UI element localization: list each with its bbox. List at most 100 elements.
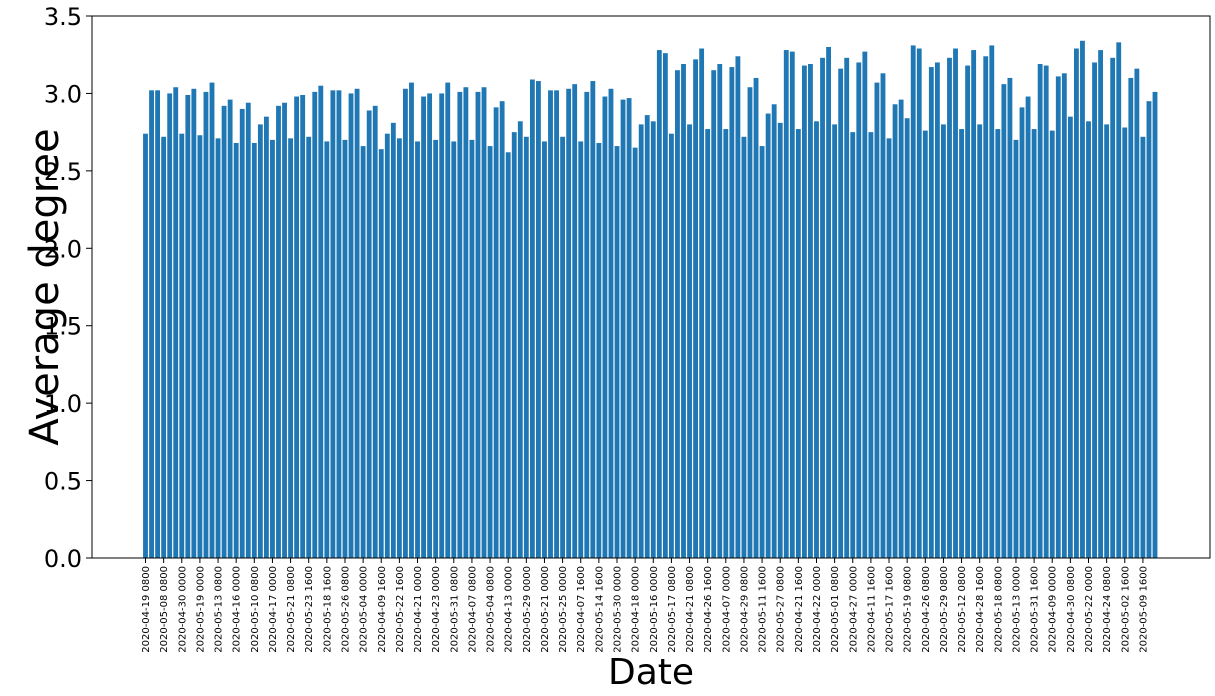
bar (257, 124, 263, 559)
bar (977, 124, 983, 559)
bar (251, 142, 257, 559)
bar (155, 90, 161, 558)
bar (1037, 64, 1043, 558)
bar (1067, 116, 1073, 558)
x-tick-label: 2020-05-10 0800 (250, 566, 261, 653)
x-tick-label: 2020-04-26 0800 (921, 566, 932, 653)
bar (505, 152, 511, 558)
x-tick-label: 2020-05-04 0000 (359, 566, 370, 653)
bar (560, 136, 566, 559)
bar (403, 88, 408, 558)
x-tick-label: 2020-05-23 1600 (304, 566, 315, 653)
bar (989, 45, 995, 559)
bar (439, 93, 445, 559)
bar (366, 110, 372, 559)
bar (487, 146, 493, 558)
bar (270, 139, 275, 558)
plot-frame (91, 15, 1211, 559)
bar (1043, 65, 1049, 559)
x-tick-label: 2020-04-19 0800 (141, 566, 152, 653)
x-tick-label: 2020-05-19 0000 (195, 566, 206, 653)
bar (632, 147, 638, 558)
x-tick-label: 2020-05-30 0000 (613, 566, 624, 653)
bar (947, 57, 952, 559)
bar (511, 132, 517, 558)
bar (1031, 129, 1037, 559)
bar (306, 136, 312, 559)
x-tick-label: 2020-04-27 0000 (848, 566, 859, 653)
bar (1007, 77, 1013, 558)
bar (390, 122, 396, 558)
bar (1104, 124, 1110, 559)
x-tick-label: 2020-04-21 0000 (413, 566, 424, 653)
bar (699, 48, 705, 559)
y-tick-label: 3.0 (44, 80, 82, 108)
bar (898, 99, 904, 559)
x-tick-label: 2020-05-12 0800 (957, 566, 968, 653)
bar (759, 146, 765, 558)
y-tick-label: 2.5 (44, 158, 82, 186)
bar (983, 56, 989, 558)
bar (771, 104, 777, 559)
bar (723, 129, 729, 559)
bar (656, 50, 662, 558)
bar (300, 94, 306, 558)
bar (185, 94, 191, 558)
bar (868, 132, 874, 558)
x-tick-label: 2020-04-30 0000 (177, 566, 188, 653)
bar (197, 135, 203, 559)
y-tick-label: 1.5 (44, 313, 82, 341)
bar (934, 62, 940, 559)
bar (324, 141, 330, 558)
bar (783, 50, 789, 558)
x-tick-label: 2020-05-22 1600 (395, 566, 406, 653)
x-tick-label: 2020-05-09 1600 (1138, 566, 1149, 653)
x-tick-label: 2020-05-29 0000 (522, 566, 533, 653)
x-tick-label: 2020-05-08 0800 (159, 566, 170, 653)
x-tick-label: 2020-04-28 1600 (975, 566, 986, 653)
bar (814, 121, 819, 559)
bar (1049, 130, 1055, 558)
bar (1134, 68, 1140, 559)
bar (554, 90, 559, 558)
bar (415, 141, 420, 558)
bar (638, 124, 644, 559)
bar (596, 142, 602, 559)
x-tick-label: 2020-04-23 0000 (431, 566, 442, 653)
bar (662, 53, 668, 559)
x-tick-label: 2020-04-17 0000 (268, 566, 279, 653)
bar (161, 136, 167, 559)
bar (348, 93, 354, 559)
bar (149, 90, 154, 558)
bar (427, 93, 433, 559)
bar (529, 79, 535, 559)
bar (1140, 136, 1146, 559)
bar (360, 146, 366, 558)
bar (608, 88, 614, 558)
bar (668, 133, 674, 558)
x-tick-label: 2020-04-09 0000 (1048, 566, 1059, 653)
bar (1128, 77, 1134, 558)
x-tick-label: 2020-05-22 0000 (1084, 566, 1095, 653)
bar (735, 56, 741, 558)
bar (729, 67, 735, 558)
x-tick-label: 2020-04-07 0800 (467, 566, 478, 653)
bar (191, 88, 197, 558)
bar (620, 99, 626, 559)
x-tick-label: 2020-04-21 1600 (794, 566, 805, 653)
y-tick-label: 0.0 (44, 545, 82, 573)
y-tick-label: 1.0 (44, 390, 82, 418)
bar (1074, 48, 1079, 559)
y-tick-label: 0.5 (44, 468, 82, 496)
bar (233, 142, 239, 559)
bar (910, 45, 916, 559)
bar (916, 48, 922, 559)
bar (239, 108, 245, 558)
bar (965, 65, 971, 559)
bar (928, 67, 934, 558)
bar (808, 64, 813, 558)
bar (584, 91, 590, 558)
bar (1019, 107, 1025, 559)
bar (862, 51, 868, 559)
